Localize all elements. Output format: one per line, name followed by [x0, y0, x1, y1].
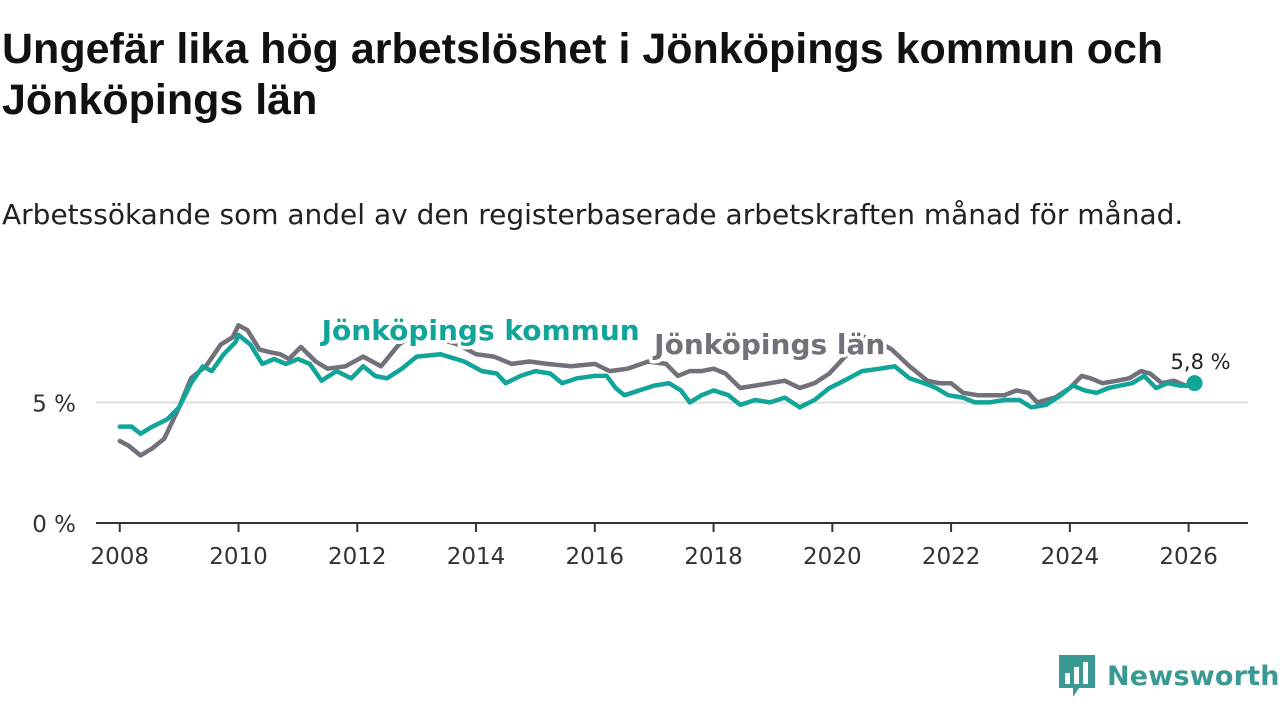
- series-label-lan: Jönköpings län: [652, 328, 885, 361]
- series-layer: [117, 323, 1197, 458]
- axis-layer: 0 % 5 % 2008 2010 2012 2014 2016 2018 2020 2022 20…: [32, 391, 1248, 570]
- series-line-kommun: [117, 332, 1197, 437]
- chart-title: Ungefär lika hög arbetslöshet i Jönköpin…: [2, 25, 1164, 124]
- chart-subtitle: Arbetssökande som andel av den registerb…: [2, 198, 1184, 231]
- x-tick-label: 2018: [684, 544, 743, 570]
- x-tick-label: 2014: [447, 544, 506, 570]
- x-tick-label: 2016: [566, 544, 625, 570]
- label-layer: Jönköpings län Jönköpings kommun 5,8 %: [316, 310, 1231, 392]
- x-tick-label: 2012: [328, 544, 387, 570]
- y-tick-label: 0 %: [32, 512, 76, 538]
- x-tick-label: 2026: [1159, 544, 1218, 570]
- x-tick-label: 2010: [209, 544, 268, 570]
- x-tick-label: 2022: [922, 544, 981, 570]
- y-tick-label: 5 %: [32, 391, 76, 417]
- x-tick-label: 2008: [90, 544, 149, 570]
- series-label-kommun: Jönköpings kommun: [320, 314, 640, 347]
- x-tick-label: 2020: [803, 544, 862, 570]
- end-point-marker: [1186, 375, 1203, 392]
- newsworthy-logo-icon: [1059, 655, 1095, 697]
- x-tick-label: 2024: [1041, 544, 1100, 570]
- series-line-lan: [117, 323, 1197, 458]
- newsworthy-brand: Newsworthy: [1059, 655, 1280, 697]
- brand-name: Newsworthy: [1107, 660, 1280, 692]
- last-value-label: 5,8 %: [1171, 350, 1231, 374]
